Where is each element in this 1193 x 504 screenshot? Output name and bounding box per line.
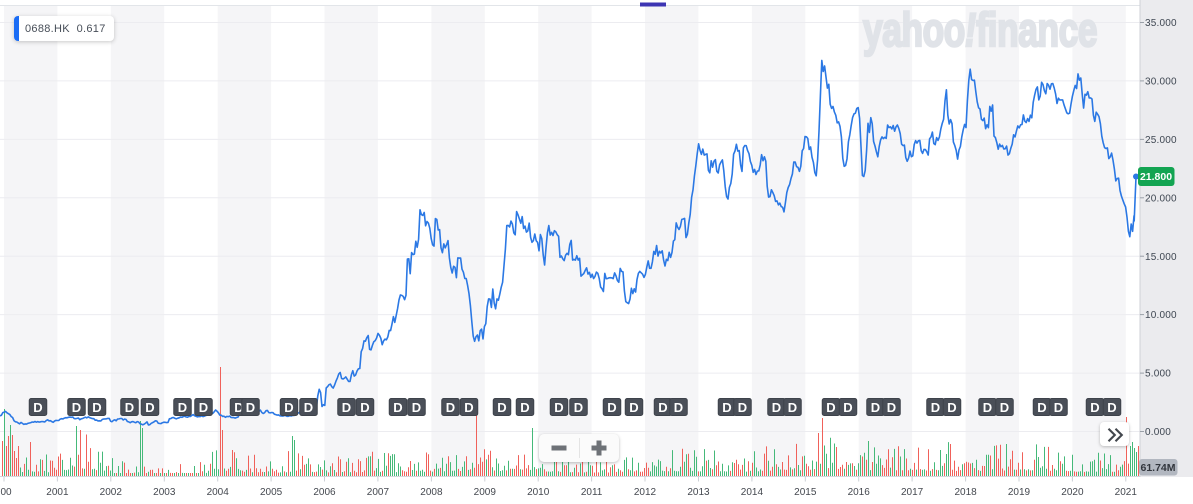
svg-text:D: D [983,400,992,415]
svg-text:2016: 2016 [848,487,871,498]
svg-text:2019: 2019 [1008,487,1031,498]
svg-text:2003: 2003 [153,487,176,498]
svg-text:30.000: 30.000 [1145,77,1177,88]
svg-text:2002: 2002 [100,487,123,498]
svg-text:2017: 2017 [901,487,924,498]
svg-text:2021: 2021 [1115,487,1138,498]
svg-text:2015: 2015 [794,487,817,498]
svg-text:2001: 2001 [46,487,69,498]
svg-text:D: D [1054,400,1063,415]
svg-text:2005: 2005 [260,487,283,498]
svg-text:D: D [393,400,402,415]
svg-text:10.000: 10.000 [1145,310,1177,321]
svg-text:D: D [658,400,667,415]
svg-text:61.74M: 61.74M [1140,462,1175,474]
svg-text:D: D [246,400,255,415]
svg-text:D: D [412,400,421,415]
svg-text:D: D [931,400,940,415]
svg-text:D: D [871,400,880,415]
svg-text:D: D [1000,400,1009,415]
svg-text:D: D [72,400,81,415]
svg-text:D: D [722,400,731,415]
svg-text:D: D [607,400,616,415]
svg-text:D: D [33,400,42,415]
svg-text:2010: 2010 [527,487,550,498]
svg-text:2013: 2013 [687,487,710,498]
svg-text:D: D [464,400,473,415]
svg-text:D: D [738,400,747,415]
svg-text:2012: 2012 [634,487,657,498]
svg-text:2008: 2008 [420,487,443,498]
svg-text:D: D [520,400,529,415]
svg-text:2018: 2018 [954,487,977,498]
svg-text:D: D [887,400,896,415]
svg-text:D: D [1037,400,1046,415]
svg-text:D: D [234,400,243,415]
svg-text:D: D [446,400,455,415]
svg-text:D: D [788,400,797,415]
svg-text:20.000: 20.000 [1145,193,1177,204]
svg-text:5.000: 5.000 [1145,369,1171,380]
svg-text:D: D [497,400,506,415]
svg-text:2009: 2009 [474,487,497,498]
svg-text:D: D [843,400,852,415]
svg-text:D: D [145,400,154,415]
svg-text:35.000: 35.000 [1145,18,1177,29]
svg-text:D: D [199,400,208,415]
svg-text:D: D [574,400,583,415]
svg-text:0.000: 0.000 [1145,427,1171,438]
svg-text:D: D [342,400,351,415]
svg-text:D: D [947,400,956,415]
svg-text:2004: 2004 [207,487,230,498]
svg-text:D: D [284,400,293,415]
svg-text:2014: 2014 [741,487,764,498]
svg-text:D: D [178,400,187,415]
svg-text:D: D [1107,400,1116,415]
svg-text:D: D [125,400,134,415]
svg-text:2011: 2011 [581,487,603,498]
svg-text:D: D [360,400,369,415]
svg-text:D: D [674,400,683,415]
svg-text:2007: 2007 [367,487,390,498]
svg-text:D: D [304,400,313,415]
svg-text:D: D [1090,400,1099,415]
svg-text:21.800: 21.800 [1140,171,1172,183]
svg-text:15.000: 15.000 [1145,252,1177,263]
svg-text:D: D [826,400,835,415]
svg-text:25.000: 25.000 [1145,135,1177,146]
svg-text:D: D [772,400,781,415]
svg-text:2006: 2006 [313,487,336,498]
svg-text:D: D [554,400,563,415]
svg-text:2020: 2020 [1061,487,1084,498]
svg-text:D: D [92,400,101,415]
svg-text:D: D [629,400,638,415]
svg-text:00: 00 [1,487,13,498]
